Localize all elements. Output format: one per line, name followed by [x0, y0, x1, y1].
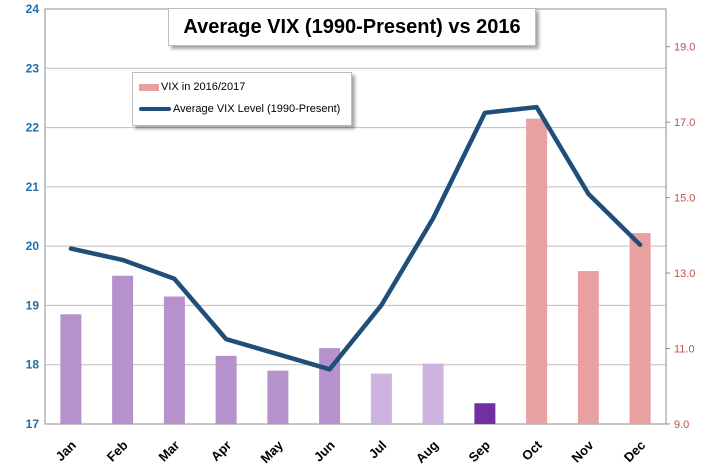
legend-item-average-vix: Average VIX Level (1990-Present) — [139, 99, 340, 119]
bar-oct — [526, 118, 548, 424]
y-left-tick-label: 20 — [26, 239, 40, 253]
bar-dec — [629, 233, 651, 424]
x-tick-label: Aug — [413, 437, 442, 466]
x-tick-label: Mar — [156, 438, 183, 465]
y-right-tick-label: 11.0 — [674, 344, 695, 356]
legend-swatch-bar — [139, 83, 159, 91]
bar-jul — [370, 373, 392, 424]
y-left-tick-label: 17 — [26, 417, 40, 431]
y-right-tick-label: 19.0 — [674, 42, 695, 54]
y-left-tick-label: 19 — [26, 298, 40, 312]
x-tick-label: Oct — [519, 437, 545, 463]
legend: VIX in 2016/2017 Average VIX Level (1990… — [132, 72, 352, 126]
x-tick-label: Feb — [104, 437, 131, 464]
x-tick-label: Apr — [208, 438, 234, 464]
legend-label: Average VIX Level (1990-Present) — [173, 103, 341, 115]
legend-item-vix-2016: VIX in 2016/2017 — [139, 77, 245, 97]
bar-feb — [112, 275, 134, 424]
x-tick-label: Sep — [466, 437, 494, 465]
y-left-tick-label: 23 — [26, 61, 40, 75]
x-tick-label: Jun — [311, 437, 338, 464]
bar-nov — [577, 271, 599, 424]
y-left-tick-label: 24 — [26, 2, 40, 16]
y-right-tick-label: 13.0 — [674, 268, 695, 280]
bar-sep — [474, 403, 496, 424]
series-line-average-vix — [68, 104, 643, 372]
y-left-tick-label: 21 — [26, 180, 40, 194]
y-right-tick-label: 17.0 — [674, 117, 695, 129]
y-right-tick-label: 9.0 — [674, 419, 689, 431]
y-right-tick-label: 15.0 — [674, 193, 695, 205]
chart-title-box: Average VIX (1990-Present) vs 2016 — [168, 8, 536, 46]
y-left-tick-label: 22 — [26, 121, 40, 135]
bar-mar — [163, 296, 185, 424]
x-tick-label: Jul — [366, 438, 390, 462]
chart-title: Average VIX (1990-Present) vs 2016 — [183, 15, 521, 38]
x-tick-label: Jan — [53, 437, 79, 463]
bar-may — [267, 370, 289, 424]
bar-jan — [60, 314, 82, 424]
y-left-tick-label: 18 — [26, 358, 40, 372]
legend-label: VIX in 2016/2017 — [161, 81, 246, 93]
x-tick-label: Dec — [621, 438, 648, 465]
legend-swatch-line — [139, 107, 171, 111]
x-tick-label: Nov — [569, 437, 598, 466]
bar-apr — [215, 355, 237, 424]
x-tick-label: May — [258, 437, 287, 466]
bar-aug — [422, 363, 444, 424]
